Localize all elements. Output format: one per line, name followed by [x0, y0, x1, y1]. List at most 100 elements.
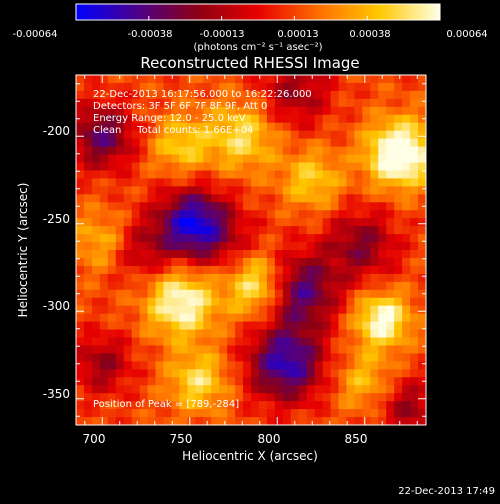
heatmap-cell	[251, 329, 260, 338]
heatmap-cell	[99, 146, 109, 155]
heatmap-cell	[187, 75, 196, 84]
heatmap-cell	[99, 234, 109, 243]
heatmap-cell	[402, 345, 411, 354]
heatmap-cell	[251, 210, 260, 219]
heatmap-cell	[290, 281, 300, 291]
heatmap-cell	[418, 75, 427, 84]
heatmap-cell	[362, 194, 371, 203]
heatmap-cell	[258, 234, 268, 243]
heatmap-cell	[314, 281, 323, 291]
heatmap-cell	[282, 257, 292, 267]
heatmap-cell	[298, 353, 308, 362]
heatmap-cell	[330, 114, 339, 124]
heatmap-cell	[258, 202, 268, 211]
heatmap-cell	[203, 122, 212, 132]
heatmap-cell	[91, 329, 101, 338]
heatmap-cell	[274, 417, 284, 426]
heatmap-cell	[354, 130, 363, 140]
heatmap-cell	[115, 98, 125, 108]
heatmap-cell	[211, 234, 220, 243]
heatmap-cell	[322, 194, 331, 203]
heatmap-cell	[107, 305, 117, 315]
heatmap-cell	[115, 377, 125, 386]
heatmap-cell	[123, 297, 133, 307]
heatmap-cell	[219, 257, 228, 267]
heatmap-cell	[107, 242, 117, 251]
heatmap-cell	[123, 162, 133, 171]
heatmap-cell	[76, 194, 85, 203]
heatmap-cell	[163, 114, 172, 124]
heatmap-cell	[330, 305, 339, 315]
heatmap-cell	[131, 281, 141, 291]
heatmap-cell	[107, 106, 117, 116]
heatmap-cell	[394, 409, 403, 418]
heatmap-cell	[290, 297, 300, 307]
heatmap-cell	[243, 98, 252, 108]
heatmap-cell	[91, 138, 101, 147]
heatmap-cell	[139, 409, 148, 418]
heatmap-cell	[354, 409, 363, 418]
heatmap-cell	[418, 385, 427, 394]
heatmap-cell	[99, 226, 109, 235]
heatmap-cell	[219, 186, 228, 195]
heatmap-cell	[195, 234, 204, 243]
heatmap-cell	[163, 305, 172, 315]
heatmap-cell	[123, 194, 133, 203]
heatmap-cell	[378, 194, 387, 203]
heatmap-cell	[219, 313, 228, 322]
heatmap-cell	[258, 194, 268, 203]
heatmap-cell	[155, 130, 164, 140]
heatmap-cell	[251, 194, 260, 203]
axis-ticks	[76, 75, 426, 425]
heatmap-cell	[346, 194, 355, 203]
heatmap-cell	[179, 130, 188, 140]
heatmap-cell	[227, 250, 236, 259]
heatmap-cell	[155, 202, 164, 211]
heatmap-cell	[99, 98, 109, 108]
heatmap-cell	[251, 273, 260, 283]
heatmap-cell	[282, 265, 292, 275]
heatmap-cell	[274, 385, 284, 394]
heatmap-cell	[187, 194, 196, 203]
heatmap-cell	[370, 281, 379, 291]
heatmap-cell	[155, 377, 164, 386]
heatmap-cell	[123, 273, 133, 283]
heatmap-cell	[338, 345, 347, 354]
heatmap-cell	[362, 353, 371, 362]
heatmap-cell	[402, 289, 411, 299]
heatmap-cell	[235, 305, 244, 315]
heatmap-cell	[235, 106, 244, 116]
heatmap-cell	[211, 178, 220, 187]
heatmap-cell	[147, 202, 156, 211]
heatmap-cell	[91, 106, 101, 116]
heatmap-cell	[107, 210, 117, 219]
heatmap-cell	[386, 361, 395, 370]
heatmap-cell	[91, 289, 101, 299]
heatmap-cell	[354, 281, 363, 291]
heatmap-cell	[274, 273, 284, 283]
heatmap-cell	[378, 345, 387, 354]
heatmap-cell	[171, 297, 180, 307]
heatmap-cell	[235, 321, 244, 330]
heatmap-cell	[266, 90, 276, 100]
heatmap-cell	[370, 146, 379, 155]
heatmap-cell	[298, 337, 308, 346]
heatmap-cell	[354, 329, 363, 338]
heatmap-cell	[338, 353, 347, 362]
heatmap-cell	[123, 234, 133, 243]
heatmap-cell	[298, 361, 308, 370]
heatmap-cell	[99, 409, 109, 418]
heatmap-cell	[227, 417, 236, 426]
heatmap-cell	[139, 289, 148, 299]
heatmap-cell	[354, 162, 363, 171]
heatmap-cell	[266, 114, 276, 124]
heatmap-cell	[179, 297, 188, 307]
heatmap-cell	[219, 273, 228, 283]
heatmap-cell	[179, 321, 188, 330]
heatmap-cell	[306, 82, 316, 92]
heatmap-cell	[402, 186, 411, 195]
heatmap-cell	[314, 329, 323, 338]
heatmap-cell	[243, 257, 252, 267]
heatmap-cell	[322, 265, 331, 275]
heatmap-cell	[227, 281, 236, 291]
